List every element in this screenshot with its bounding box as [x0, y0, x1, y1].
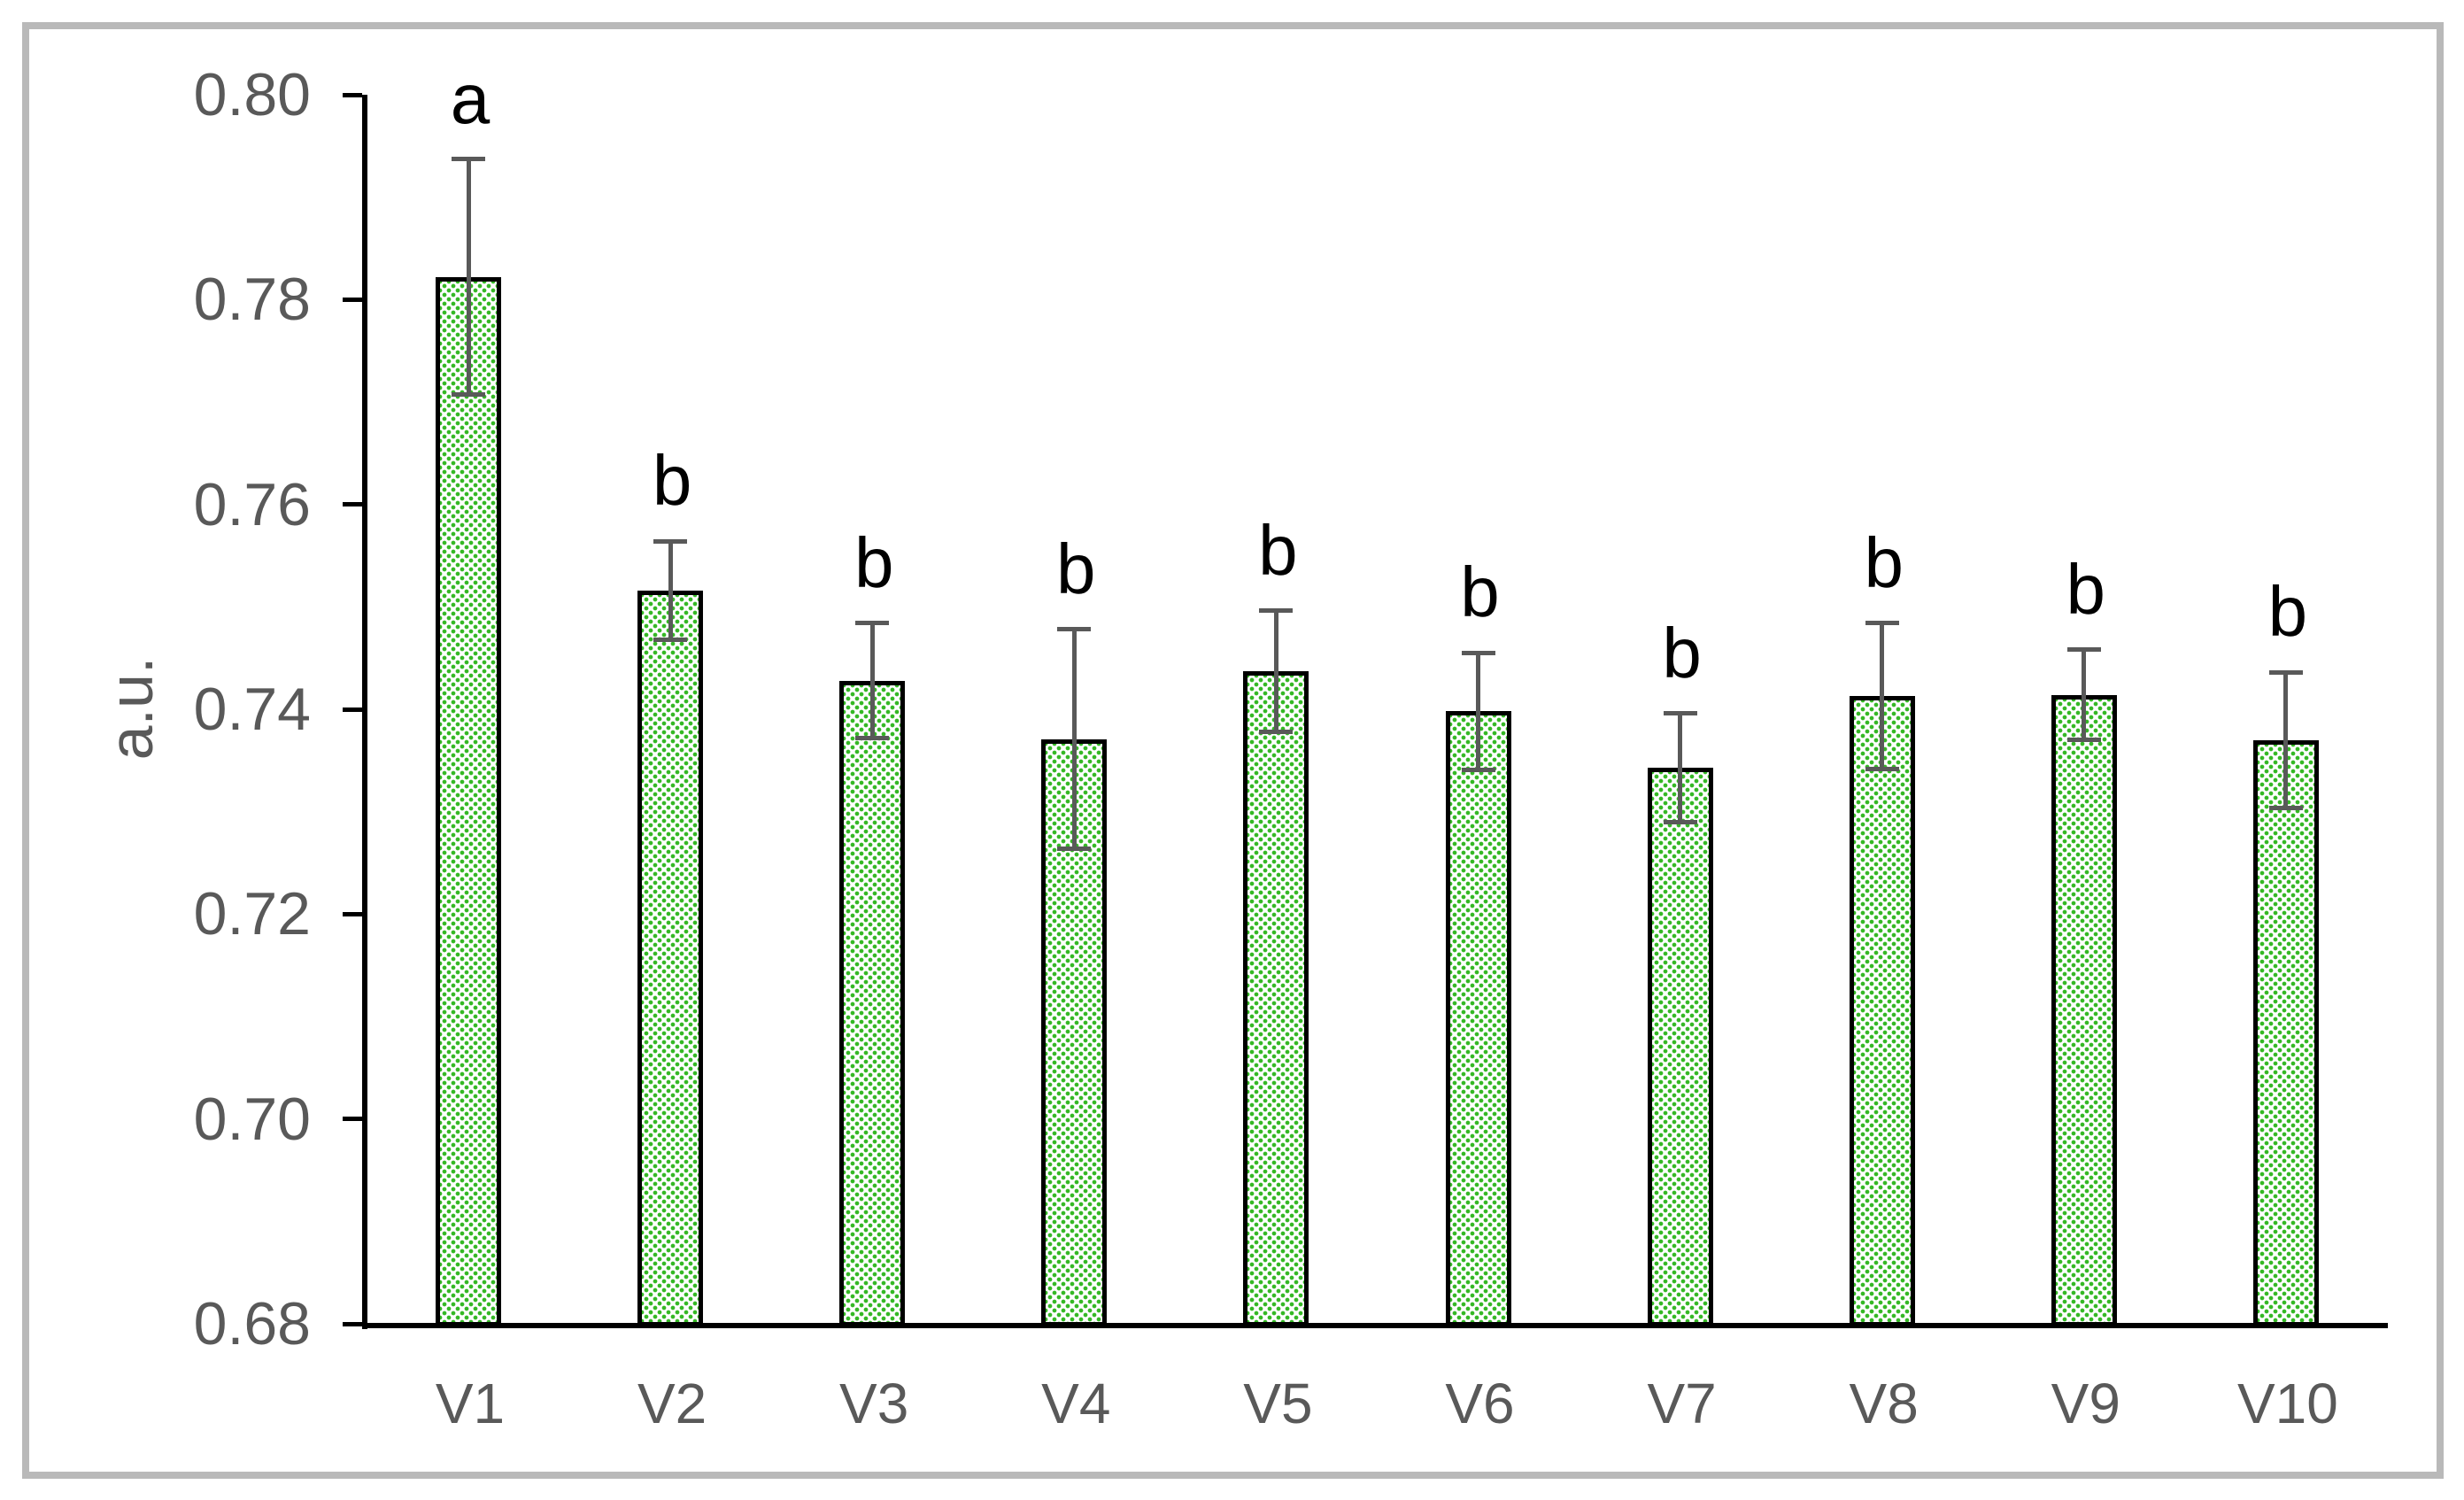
y-axis-tick — [343, 1321, 362, 1326]
x-axis-category-label-v7: V7 — [1647, 1372, 1717, 1435]
significance-letter-v1: a — [450, 58, 490, 138]
error-bar-top-cap — [1663, 711, 1697, 716]
bar-v8 — [1849, 695, 1915, 1326]
error-bar-v7 — [1678, 713, 1683, 823]
x-axis-category-label-v4: V4 — [1041, 1372, 1111, 1435]
significance-letter-v4: b — [1056, 529, 1096, 608]
error-bar-top-cap — [1259, 608, 1294, 614]
bar-v1 — [436, 276, 501, 1326]
error-bar-v5 — [1273, 610, 1278, 732]
error-bar-top-cap — [653, 538, 688, 544]
y-axis-title: a.u. — [97, 656, 166, 761]
y-axis-line — [362, 95, 367, 1329]
error-bar-bottom-cap — [653, 637, 688, 642]
y-axis-tick — [343, 92, 362, 97]
y-axis-tick-label: 0.80 — [193, 61, 311, 128]
error-bar-bottom-cap — [1663, 819, 1697, 824]
x-axis-category-label-v8: V8 — [1849, 1372, 1919, 1435]
bar-v2 — [637, 590, 704, 1326]
significance-letter-v10: b — [2267, 572, 2308, 652]
significance-letter-v3: b — [854, 522, 894, 602]
error-bar-bottom-cap — [1259, 729, 1294, 734]
significance-letter-v6: b — [1460, 553, 1500, 632]
x-axis-category-label-v9: V9 — [2051, 1372, 2120, 1435]
error-bar-v3 — [869, 622, 875, 738]
error-bar-top-cap — [2066, 647, 2101, 653]
y-axis-tick-label: 0.68 — [193, 1290, 311, 1357]
bar-v10 — [2252, 739, 2319, 1326]
error-bar-bottom-cap — [1057, 846, 1092, 851]
error-bar-bottom-cap — [2268, 805, 2303, 810]
y-axis-tick — [343, 707, 362, 712]
significance-letter-v7: b — [1662, 613, 1702, 692]
error-bar-v9 — [2082, 649, 2087, 740]
error-bar-top-cap — [1461, 650, 1495, 655]
x-axis-category-label-v5: V5 — [1243, 1372, 1313, 1435]
significance-letter-v2: b — [652, 441, 692, 521]
significance-letter-v9: b — [2066, 549, 2106, 629]
bar-v3 — [839, 680, 906, 1326]
y-axis-tick — [343, 297, 362, 302]
error-bar-v2 — [668, 541, 673, 640]
error-bar-top-cap — [1865, 621, 1899, 626]
x-axis-category-label-v10: V10 — [2236, 1372, 2338, 1435]
bar-v5 — [1243, 671, 1309, 1326]
x-axis-category-label-v1: V1 — [435, 1372, 506, 1435]
error-bar-top-cap — [2268, 669, 2303, 675]
y-axis-tick-label: 0.76 — [193, 470, 311, 538]
error-bar-v1 — [466, 159, 471, 395]
y-axis-tick — [343, 1117, 362, 1122]
y-axis-tick-label: 0.72 — [193, 880, 311, 948]
error-bar-v4 — [1071, 629, 1077, 849]
error-bar-top-cap — [1057, 627, 1092, 632]
x-axis-line — [362, 1323, 2388, 1328]
error-bar-v6 — [1476, 653, 1480, 770]
y-axis-tick-label: 0.78 — [193, 266, 311, 334]
y-axis-tick — [343, 911, 362, 916]
error-bar-bottom-cap — [2066, 738, 2101, 743]
error-bar-bottom-cap — [1461, 767, 1495, 772]
error-bar-bottom-cap — [1865, 766, 1899, 771]
error-bar-top-cap — [452, 157, 485, 162]
significance-letter-v5: b — [1258, 510, 1298, 590]
error-bar-v8 — [1880, 622, 1885, 769]
significance-letter-v8: b — [1864, 522, 1904, 602]
error-bar-v10 — [2283, 672, 2289, 808]
bar-v9 — [2051, 694, 2117, 1326]
y-axis-tick-label: 0.74 — [193, 676, 311, 743]
x-axis-category-label-v3: V3 — [839, 1372, 909, 1435]
x-axis-category-label-v2: V2 — [637, 1372, 707, 1435]
figure-border-frame — [22, 22, 2444, 1479]
error-bar-bottom-cap — [855, 735, 890, 740]
x-axis-category-label-v6: V6 — [1445, 1372, 1515, 1435]
y-axis-tick-label: 0.70 — [193, 1085, 311, 1153]
error-bar-top-cap — [855, 621, 890, 626]
bar-v7 — [1647, 767, 1713, 1326]
bar-v6 — [1445, 711, 1511, 1326]
error-bar-bottom-cap — [452, 392, 485, 398]
y-axis-tick — [343, 502, 362, 507]
